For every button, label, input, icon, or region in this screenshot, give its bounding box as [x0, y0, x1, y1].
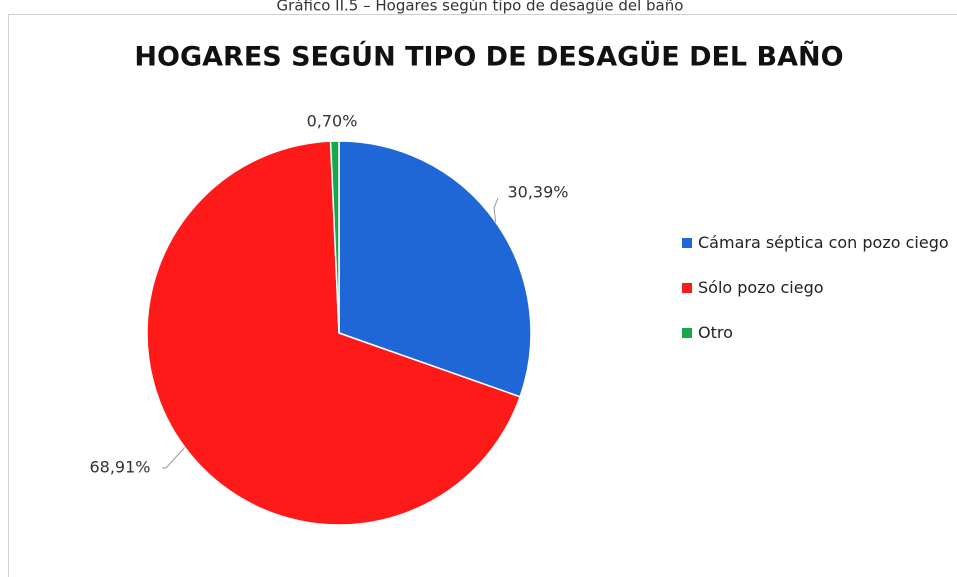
leader-line [493, 197, 499, 223]
legend-label: Otro [698, 323, 733, 342]
chart-title: HOGARES SEGÚN TIPO DE DESAGÜE DEL BAÑO [134, 40, 843, 73]
caption: Gráfico II.5 – Hogares según tipo de des… [277, 0, 684, 15]
data-label: 0,70% [307, 112, 358, 131]
pie-slice [338, 140, 532, 398]
legend: Cámara séptica con pozo ciego Sólo pozo c… [682, 230, 952, 365]
legend-item: Otro [682, 320, 952, 345]
data-label: 68,91% [89, 458, 150, 477]
legend-item: Sólo pozo ciego [682, 275, 952, 300]
data-label: 30,39% [507, 183, 568, 202]
pie-slice [329, 140, 340, 334]
legend-swatch [682, 283, 692, 293]
legend-label: Sólo pozo ciego [698, 278, 824, 297]
legend-swatch [682, 238, 692, 248]
leader-line [162, 447, 186, 469]
legend-label: Cámara séptica con pozo ciego [698, 233, 949, 252]
legend-swatch [682, 328, 692, 338]
legend-item: Cámara séptica con pozo ciego [682, 230, 952, 255]
